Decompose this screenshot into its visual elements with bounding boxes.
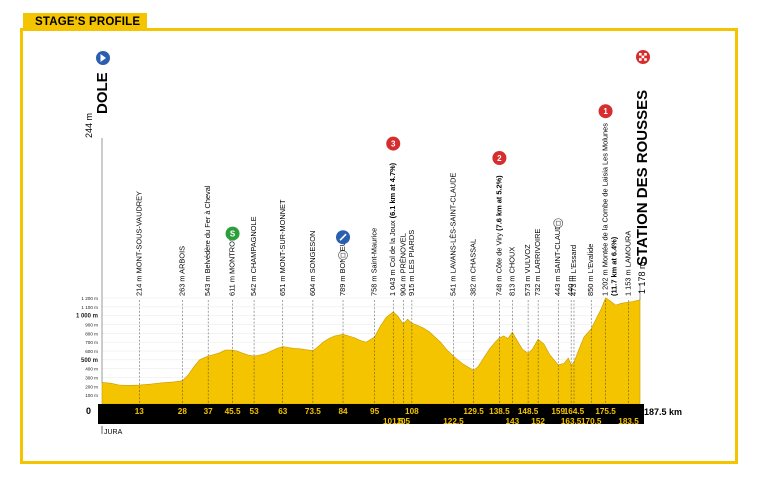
y-tick-label: 700 m	[85, 340, 98, 345]
waypoint-label: 904 m PRÉNOVEL	[398, 233, 407, 296]
waypoint-label: 789 m BONLIEU	[338, 241, 347, 296]
waypoint-label: 748 m Côte de Viry (7.6 km at 5.2%)	[494, 175, 503, 296]
km-label: 122.5	[443, 417, 464, 426]
km-label: 143	[505, 417, 519, 426]
km-label: 13	[135, 407, 145, 416]
finish-name: STATION DES ROUSSES	[634, 90, 651, 266]
feed-zone-glyph	[555, 220, 561, 226]
finish-flag-check	[639, 58, 642, 61]
start-name: DOLE	[94, 72, 111, 114]
finish-flag-check	[644, 58, 647, 61]
waypoint-label: 758 m Saint-Maurice	[370, 228, 379, 296]
waypoint-label: 1 043 m Col de la Joux (6.1 km at 4.7%)	[388, 162, 397, 296]
x-axis-zero-label: 0	[86, 406, 91, 416]
stage-profile-tab: STAGE'S PROFILE	[23, 13, 147, 31]
km-label: 105	[396, 417, 410, 426]
waypoint-label: 1 153 m LAMOURA	[624, 231, 633, 296]
climb-category-number: 3	[391, 140, 396, 149]
y-tick-label: 1 100 m	[81, 305, 98, 310]
region-label: JURA	[104, 429, 123, 436]
waypoint-label: 651 m MONT-SUR-MONNET	[278, 199, 287, 296]
waypoint-label: 443 m SAINT-CLAUDE	[553, 220, 562, 296]
waypoint-label: 915 m LES PIARDS	[407, 230, 416, 296]
waypoint-label: 604 m SONGESON	[308, 231, 317, 296]
km-label: 164.5	[564, 407, 585, 416]
start-altitude: 244 m	[84, 113, 94, 138]
elevation-area	[101, 297, 641, 405]
y-tick-label: 1 200 m	[81, 296, 98, 301]
km-label: 148.5	[518, 407, 539, 416]
y-tick-label: 100 m	[85, 393, 98, 398]
climb-category-number: 1	[603, 107, 608, 116]
waypoint-label: 543 m Belvédère du Fer à Cheval	[203, 185, 212, 296]
y-tick-label: 1 000 m	[76, 314, 98, 320]
waypoint-label: 732 m LARRIVOIRE	[533, 229, 542, 296]
waypoint-label: 850 m L'Evalide	[586, 244, 595, 296]
y-tick-label: 800 m	[85, 331, 98, 336]
waypoint-label: 263 m ARBOIS	[177, 246, 186, 296]
waypoint-label: 473 m L'Essard	[569, 245, 578, 296]
climb-category-icon	[598, 104, 613, 119]
km-label: 138.5	[489, 407, 510, 416]
km-label: 163.5	[561, 417, 582, 426]
start-arrow-glyph	[100, 54, 106, 62]
total-distance-label: 187.5 km	[644, 407, 682, 417]
sprint-icon	[225, 226, 240, 241]
waypoint-label: 1 202 m Montée de la Combe de Laisia Les…	[601, 123, 619, 296]
waypoint-label: 382 m CHASSAL	[469, 239, 478, 296]
km-label: 84	[338, 407, 348, 416]
bonus-glyph	[339, 233, 347, 241]
km-label: 95	[370, 407, 380, 416]
waypoint-label: 541 m LAVANS-LÈS-SAINT-CLAUDE	[448, 173, 457, 296]
y-tick-label: 600 m	[85, 349, 98, 354]
waypoint-label: 573 m VULVOZ	[523, 244, 532, 296]
waypoint-label: 611 m MONTROND	[228, 230, 237, 296]
sprint-letter: S	[230, 230, 236, 239]
finish-flag-check	[641, 55, 645, 59]
waypoint-label: 440 m	[566, 275, 575, 296]
km-label: 37	[204, 407, 214, 416]
km-label: 152	[531, 417, 545, 426]
km-label: 45.5	[225, 407, 241, 416]
km-label: 63	[278, 407, 288, 416]
feed-zone-icon	[553, 218, 564, 229]
chart-frame	[20, 28, 738, 464]
finish-flag-check	[639, 53, 642, 56]
km-bar	[98, 404, 644, 424]
y-tick-label: 300 m	[85, 376, 98, 381]
km-label: 28	[178, 407, 188, 416]
y-tick-label: 400 m	[85, 367, 98, 372]
waypoint-label: 214 m MONT-SOUS-VAUDREY	[134, 191, 143, 296]
feed-zone-glyph	[340, 252, 346, 258]
climb-category-icon	[492, 151, 507, 165]
y-tick-label: 500 m	[81, 358, 98, 364]
km-label: 170.5	[581, 417, 602, 426]
waypoint-label: 813 m CHOUX	[507, 247, 516, 296]
y-tick-label: 200 m	[85, 384, 98, 389]
km-label: 129.5	[463, 407, 484, 416]
waypoint-label: 542 m CHAMPAGNOLE	[249, 216, 258, 296]
km-label: 159	[551, 407, 565, 416]
km-label: 53	[250, 407, 260, 416]
climb-category-icon	[386, 136, 401, 151]
km-label: 175.5	[595, 407, 616, 416]
climb-category-number: 2	[497, 154, 502, 163]
finish-altitude: 1 178 m	[637, 261, 647, 294]
finish-flag-check	[644, 53, 647, 56]
km-label: 108	[405, 407, 419, 416]
km-label: 183.5	[618, 417, 639, 426]
feed-zone-icon	[338, 250, 348, 261]
y-tick-label: 900 m	[85, 323, 98, 328]
km-label: 101.5	[383, 417, 404, 426]
km-label: 73.5	[305, 407, 321, 416]
